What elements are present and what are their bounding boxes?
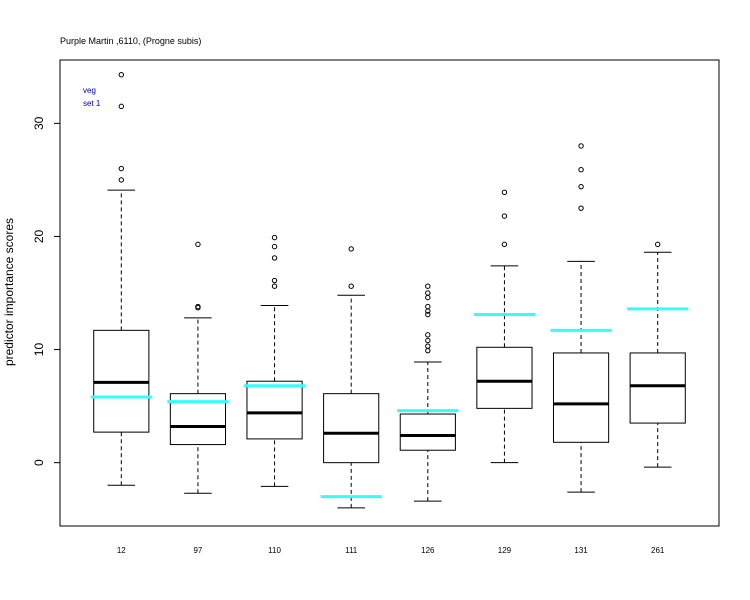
outlier-point — [425, 337, 431, 344]
outlier-point — [578, 183, 584, 190]
outlier-point — [425, 332, 431, 338]
outlier-point — [195, 241, 201, 248]
box-iqr — [169, 393, 227, 446]
annotation-line-2: set 1 — [83, 99, 101, 108]
box-group-129 — [473, 189, 536, 464]
x-tick-label-126: 126 — [421, 546, 435, 555]
box-iqr — [246, 380, 303, 440]
outlier-point — [578, 205, 584, 211]
x-tick-label-110: 110 — [268, 546, 281, 555]
x-tick-label-129: 129 — [498, 546, 512, 555]
box-group-131 — [550, 143, 612, 493]
outlier-point — [578, 167, 584, 173]
outlier-point — [425, 294, 431, 301]
box-iqr — [399, 413, 456, 451]
box-group-110 — [243, 234, 306, 487]
outlier-point — [271, 234, 278, 241]
outlier-point — [578, 143, 584, 149]
y-tick-label: 30 — [32, 116, 46, 130]
plot-frame — [59, 59, 720, 527]
y-axis: 0 10 20 30 — [32, 116, 61, 466]
box-series — [90, 72, 689, 509]
outlier-point — [271, 255, 278, 261]
outlier-point — [271, 243, 278, 250]
outlier-point — [654, 241, 661, 248]
outlier-point — [425, 347, 431, 354]
box-group-12 — [90, 72, 152, 486]
y-tick-label: 10 — [32, 343, 46, 357]
outlier-point — [118, 72, 125, 78]
annotation-line-1: veg — [83, 86, 96, 95]
outlier-point — [501, 189, 508, 196]
x-tick-label-111: 111 — [345, 546, 358, 555]
box-group-97 — [167, 241, 229, 494]
x-tick-label-12: 12 — [117, 546, 126, 555]
box-group-111 — [320, 246, 382, 509]
box-iqr — [552, 352, 610, 443]
annotation-group: veg set 1 — [83, 86, 101, 108]
box-iqr — [323, 393, 380, 464]
y-axis-label: predictor importance scores — [2, 218, 16, 366]
box-group-126 — [397, 283, 459, 502]
outlier-point — [271, 283, 278, 289]
outlier-point — [195, 303, 201, 310]
outlier-point — [501, 213, 508, 219]
y-tick-label: 0 — [32, 459, 46, 466]
outlier-point — [425, 303, 431, 310]
outlier-point — [348, 283, 354, 289]
outlier-point — [425, 311, 431, 318]
chart-title: Purple Martin ,6110, (Progne subis) — [60, 36, 201, 46]
box-iqr — [476, 346, 533, 409]
box-group-261 — [627, 241, 689, 468]
outlier-point — [118, 177, 125, 183]
outlier-point — [118, 165, 125, 172]
outlier-point — [271, 277, 278, 284]
outlier-point — [501, 241, 508, 248]
y-tick-label: 20 — [32, 229, 46, 243]
outlier-point — [425, 290, 431, 296]
x-tick-label-97: 97 — [193, 546, 202, 555]
x-tick-label-131: 131 — [574, 546, 588, 555]
x-axis: 12 97 110 111 126 129 131 261 — [117, 546, 665, 555]
x-tick-label-261: 261 — [651, 546, 665, 555]
outlier-point — [425, 343, 431, 349]
box-iqr — [629, 352, 686, 424]
outlier-point — [118, 103, 125, 110]
outlier-point — [348, 246, 354, 252]
outlier-point — [425, 283, 431, 289]
